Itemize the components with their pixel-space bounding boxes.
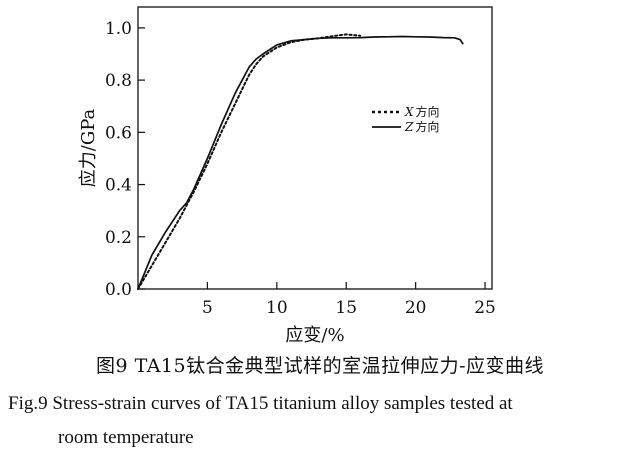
caption-chinese: 图9 TA15钛合金典型试样的室温拉伸应力-应变曲线	[95, 355, 545, 377]
series-line-x	[137, 33, 362, 290]
legend-letter: X	[404, 105, 414, 119]
legend-text: 方向	[415, 119, 439, 134]
y-tick-label: 0.8	[105, 71, 132, 91]
y-tick-label: 0.0	[105, 280, 132, 300]
y-tick-label: 0.6	[105, 123, 132, 143]
y-tick-label: 0.2	[105, 228, 132, 248]
legend-label: X 方向	[404, 104, 440, 119]
stress-strain-chart: 0.0 0.2 0.4 0.6 0.8 1.0 5 10 15 20 25 X 方向Z 方向 应变/%…	[78, 6, 496, 346]
legend-label: Z 方向	[404, 119, 439, 134]
y-axis-ticks: 0.0 0.2 0.4 0.6 0.8 1.0	[105, 19, 145, 300]
y-tick-label: 0.4	[105, 176, 132, 196]
x-tick-label: 25	[474, 298, 496, 318]
y-tick-label: 1.0	[105, 19, 132, 39]
y-axis-label: 应力/GPa	[78, 108, 99, 187]
x-tick-label: 5	[202, 298, 213, 318]
x-tick-label: 20	[405, 298, 427, 318]
legend-letter: Z	[404, 120, 414, 134]
caption-english-line2: room temperature	[58, 427, 194, 448]
x-axis-ticks: 5 10 15 20 25	[202, 282, 496, 318]
plot-frame	[137, 6, 493, 290]
x-tick-label: 10	[266, 298, 288, 318]
caption-english-line1: Fig.9 Stress-strain curves of TA15 titan…	[8, 393, 513, 414]
series-layer	[137, 33, 464, 290]
legend-text: 方向	[416, 104, 440, 119]
series-line-z	[137, 35, 464, 290]
x-tick-label: 15	[335, 298, 357, 318]
legend: X 方向Z 方向	[372, 104, 440, 134]
x-axis-label: 应变/%	[285, 325, 344, 346]
